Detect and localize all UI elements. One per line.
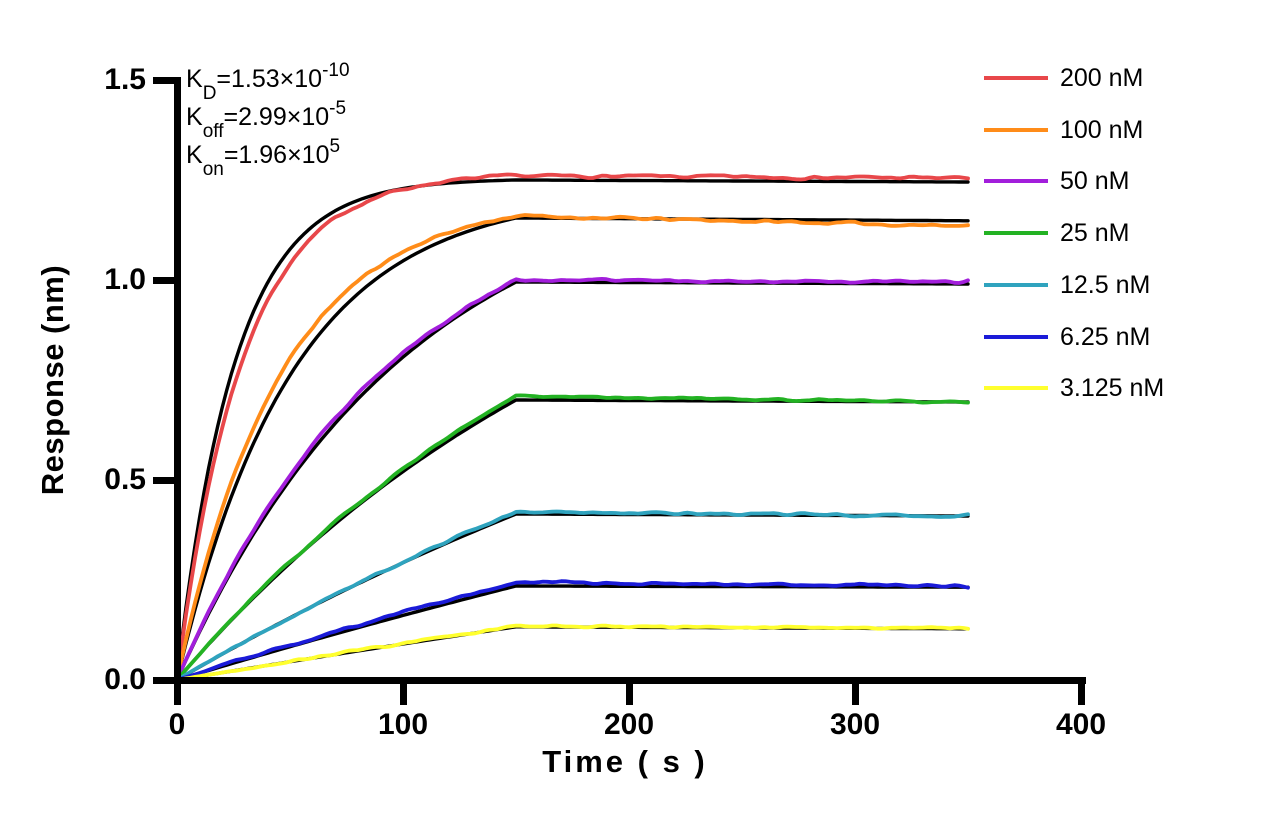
legend-label: 50 nM	[1060, 167, 1130, 196]
data-curve-100-nM	[175, 213, 970, 682]
x-tick-label: 400	[1055, 707, 1107, 741]
legend-label: 200 nM	[1060, 64, 1144, 92]
x-tick	[625, 683, 633, 705]
y-tick	[152, 76, 174, 84]
fit-curve-200-nM	[175, 178, 970, 682]
legend-color-swatch	[984, 179, 1048, 184]
data-curve-6-25-nM	[175, 579, 970, 682]
x-axis-title: Time ( s )	[542, 744, 708, 779]
legend-item: 25 nM	[984, 219, 1264, 247]
y-tick	[152, 276, 174, 284]
y-tick-label: 0.0	[104, 663, 146, 696]
data-curve-12-5-nM	[175, 509, 970, 682]
data-curve-50-nM	[175, 277, 970, 682]
x-tick	[1077, 683, 1085, 705]
legend-label: 100 nM	[1060, 115, 1144, 144]
fit-curve-3-125-nM	[175, 625, 970, 682]
x-tick-label: 100	[377, 707, 429, 741]
legend-label: 6.25 nM	[1060, 322, 1151, 351]
x-tick	[851, 683, 859, 705]
x-tick-label: 200	[603, 707, 655, 741]
x-tick	[173, 683, 181, 705]
legend-label: 12.5 nM	[1060, 270, 1151, 299]
legend-item: 3.125 nM	[984, 374, 1264, 402]
legend-color-swatch	[984, 334, 1048, 339]
x-tick-label: 300	[829, 707, 881, 741]
y-tick-label: 0.5	[104, 463, 146, 496]
y-axis	[173, 77, 181, 684]
data-curve-25-nM	[175, 393, 970, 682]
y-tick-label: 1.0	[104, 263, 146, 296]
legend-item: 50 nM	[984, 167, 1264, 195]
fit-curve-25-nM	[175, 398, 970, 682]
legend-color-swatch	[984, 386, 1048, 391]
legend-label: 25 nM	[1060, 219, 1130, 248]
fit-curve-12-5-nM	[175, 512, 970, 682]
legend-color-swatch	[984, 231, 1048, 236]
legend-color-swatch	[984, 76, 1048, 80]
y-tick	[152, 676, 174, 684]
x-axis	[173, 676, 1086, 684]
fit-curve-100-nM	[175, 216, 970, 682]
legend-color-swatch	[984, 282, 1048, 287]
kd-annotation: KD=1.53×10-10	[186, 59, 350, 104]
y-tick-label: 1.5	[104, 63, 146, 96]
legend-item: 12.5 nM	[984, 271, 1264, 299]
legend-item: 100 nM	[984, 116, 1264, 144]
koff-annotation: Koff=2.99×10-5	[186, 97, 347, 142]
x-tick	[399, 683, 407, 705]
legend-item: 200 nM	[984, 64, 1264, 92]
fit-curve-6-25-nM	[175, 584, 970, 682]
x-tick-label: 0	[168, 707, 186, 741]
legend-item: 6.25 nM	[984, 323, 1264, 351]
kinetic-constants: KD=1.53×10-10 Koff=2.99×10-5 Kon=1.96×10…	[186, 59, 350, 180]
legend-color-swatch	[984, 127, 1048, 132]
legend-label: 3.125 nM	[1060, 374, 1165, 403]
y-tick	[152, 476, 174, 484]
data-curve-3-125-nM	[175, 623, 970, 682]
fit-curve-50-nM	[175, 280, 970, 682]
data-curve-200-nM	[175, 172, 970, 682]
y-axis-title: Response (nm)	[35, 264, 70, 496]
kon-annotation: Kon=1.96×105	[186, 135, 341, 180]
